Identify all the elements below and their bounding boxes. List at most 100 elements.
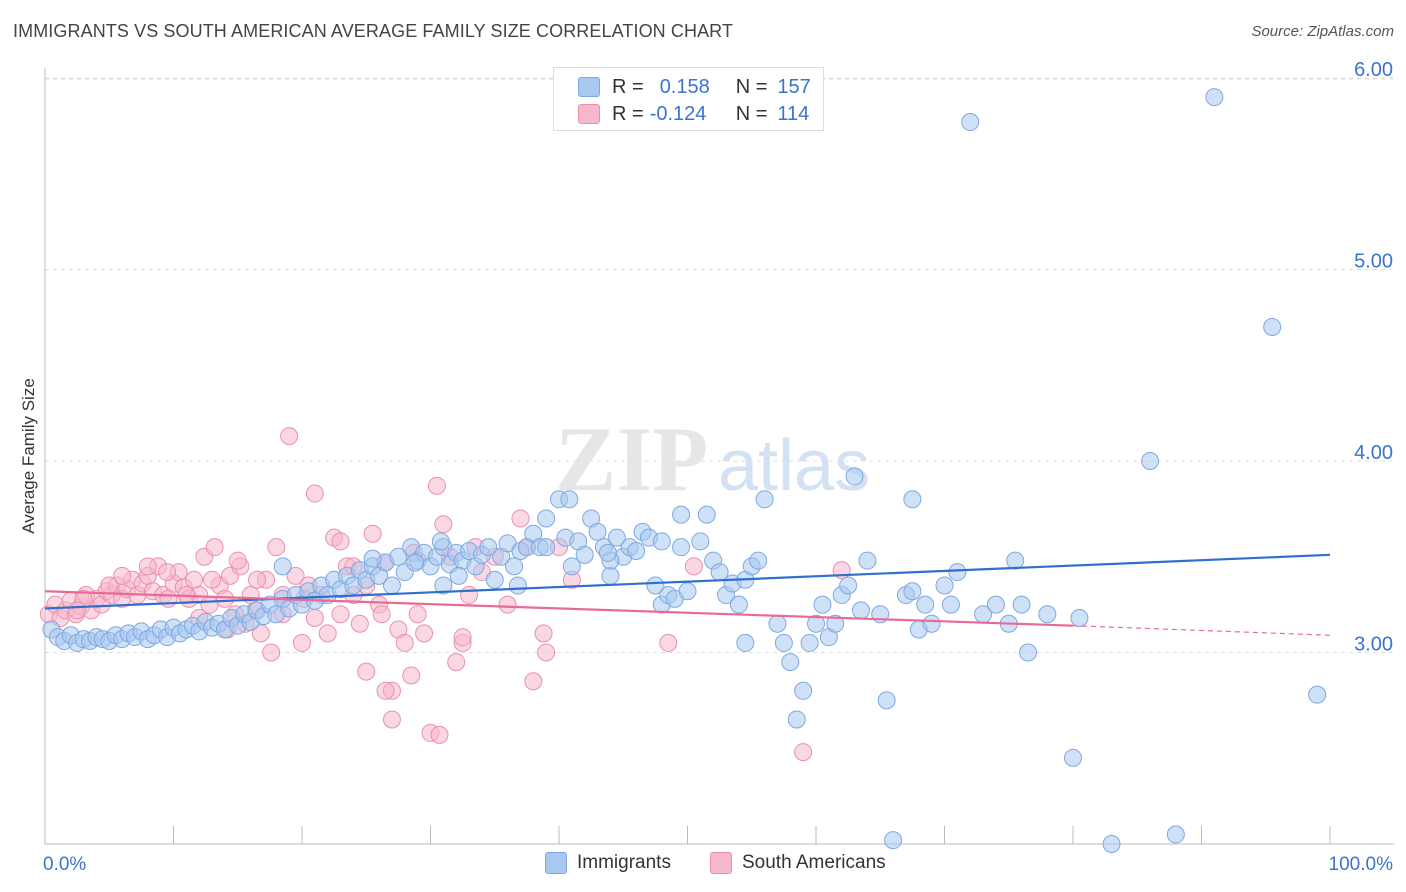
- legend-r-value: 0.158: [659, 75, 710, 98]
- immigrants-point: [800, 633, 819, 652]
- south-americans-point: [402, 666, 421, 685]
- south-americans-point: [158, 563, 177, 582]
- immigrants-point: [382, 576, 401, 595]
- south-americans-point: [357, 662, 376, 681]
- south-americans-point: [794, 743, 813, 762]
- immigrants-point: [1064, 748, 1082, 767]
- immigrants-point: [560, 490, 579, 509]
- immigrants-point: [1038, 605, 1057, 624]
- legend-n-value: 157: [777, 75, 811, 98]
- south-americans-point: [293, 633, 311, 652]
- immigrants-point: [508, 576, 527, 595]
- immigrants-point: [598, 543, 617, 562]
- immigrants-point: [813, 595, 832, 614]
- immigrants-point: [787, 710, 806, 729]
- immigrants-point: [1205, 88, 1224, 107]
- immigrants-point: [691, 532, 710, 551]
- immigrants-point: [562, 557, 581, 576]
- south-americans-point: [205, 538, 224, 557]
- south-americans-point: [372, 605, 391, 624]
- immigrants-point: [935, 576, 954, 595]
- immigrants-point: [652, 532, 671, 551]
- south-americans-point: [138, 557, 157, 576]
- y-tick-label: 4.00: [1354, 442, 1393, 464]
- south-americans-point: [280, 427, 299, 446]
- immigrants-trend-line: [44, 553, 1331, 610]
- south-americans-point: [684, 557, 703, 576]
- south-americans-point: [262, 643, 281, 662]
- south-americans-point: [100, 576, 119, 595]
- trend-lines: [44, 553, 1331, 636]
- immigrants-point: [537, 538, 556, 557]
- south-americans-point: [524, 672, 543, 691]
- x-tick-label: 100.0%: [1329, 854, 1394, 875]
- immigrants-point: [575, 545, 594, 564]
- south-americans-point: [159, 589, 178, 608]
- immigrants-point: [1166, 825, 1185, 844]
- bottom-legend-south-americans[interactable]: South Americans: [710, 852, 886, 874]
- immigrants-point: [768, 614, 787, 633]
- immigrants-point: [903, 582, 922, 601]
- south-americans-point: [228, 551, 247, 570]
- immigrants-point: [406, 553, 425, 572]
- immigrants-swatch: [545, 852, 567, 874]
- immigrants-point: [1070, 609, 1089, 628]
- immigrants-point: [729, 595, 748, 614]
- legend-n-label: N =: [735, 75, 768, 98]
- immigrants-point: [986, 595, 1005, 614]
- chart-title: IMMIGRANTS VS SOUTH AMERICAN AVERAGE FAM…: [13, 21, 734, 41]
- legend-row-south-americans: R = -0.124 N = 114: [554, 101, 809, 127]
- south-americans-point: [537, 643, 556, 662]
- immigrants-point: [845, 467, 864, 486]
- south-americans-trend-extension: [1072, 625, 1331, 636]
- watermark-atlas: atlas: [718, 426, 870, 506]
- legend-swatch-immigrants: [578, 77, 600, 97]
- y-tick-label: 3.00: [1354, 634, 1393, 656]
- immigrants-point: [389, 547, 408, 566]
- legend-row-immigrants: R = 0.158 N = 157: [554, 74, 811, 100]
- immigrants-point: [479, 538, 498, 557]
- south-americans-point: [430, 725, 449, 744]
- south-americans-point: [511, 509, 530, 528]
- tick-labels: 3.00 4.00 5.00 6.00 0.0% 100.0%: [43, 59, 1393, 875]
- south-americans-point: [185, 570, 204, 589]
- south-americans-point: [395, 633, 414, 652]
- south-americans-point: [203, 570, 222, 589]
- south-americans-point: [215, 589, 234, 608]
- south-americans-point: [434, 515, 453, 534]
- y-axis-label: Average Family Size: [19, 378, 38, 534]
- south-americans-point: [331, 605, 350, 624]
- legend-r-label: R =: [612, 102, 644, 125]
- immigrants-point: [431, 532, 450, 551]
- immigrants-point: [749, 551, 768, 570]
- legend-n-label: N =: [735, 102, 768, 125]
- immigrants-point: [903, 490, 922, 509]
- immigrants-point: [505, 557, 524, 576]
- immigrants-point: [755, 490, 774, 509]
- immigrants-point: [1006, 551, 1025, 570]
- south-americans-point: [363, 524, 382, 543]
- south-americans-point: [460, 586, 479, 605]
- immigrants-point: [485, 570, 504, 589]
- south-americans-point: [267, 538, 286, 557]
- immigrants-point: [537, 509, 556, 528]
- immigrants-point: [807, 614, 825, 633]
- immigrants-point: [273, 557, 292, 576]
- correlation-legend: R = 0.158 N = 157 R = -0.124 N = 114: [553, 67, 824, 131]
- immigrants-point: [672, 505, 691, 524]
- legend-r-value: -0.124: [649, 102, 707, 125]
- immigrants-point: [1019, 643, 1038, 662]
- immigrants-point: [877, 691, 896, 710]
- south-americans-point: [251, 624, 270, 643]
- y-tick-label: 6.00: [1354, 59, 1393, 81]
- south-americans-point: [453, 628, 472, 647]
- south-americans-point: [331, 532, 350, 551]
- immigrants-point: [961, 113, 980, 132]
- immigrants-point: [601, 566, 620, 585]
- south-americans-point: [350, 614, 369, 633]
- south-americans-point: [286, 566, 305, 585]
- immigrants-point: [794, 681, 813, 700]
- immigrants-point: [1308, 685, 1327, 704]
- bottom-legend-immigrants[interactable]: Immigrants: [545, 852, 671, 874]
